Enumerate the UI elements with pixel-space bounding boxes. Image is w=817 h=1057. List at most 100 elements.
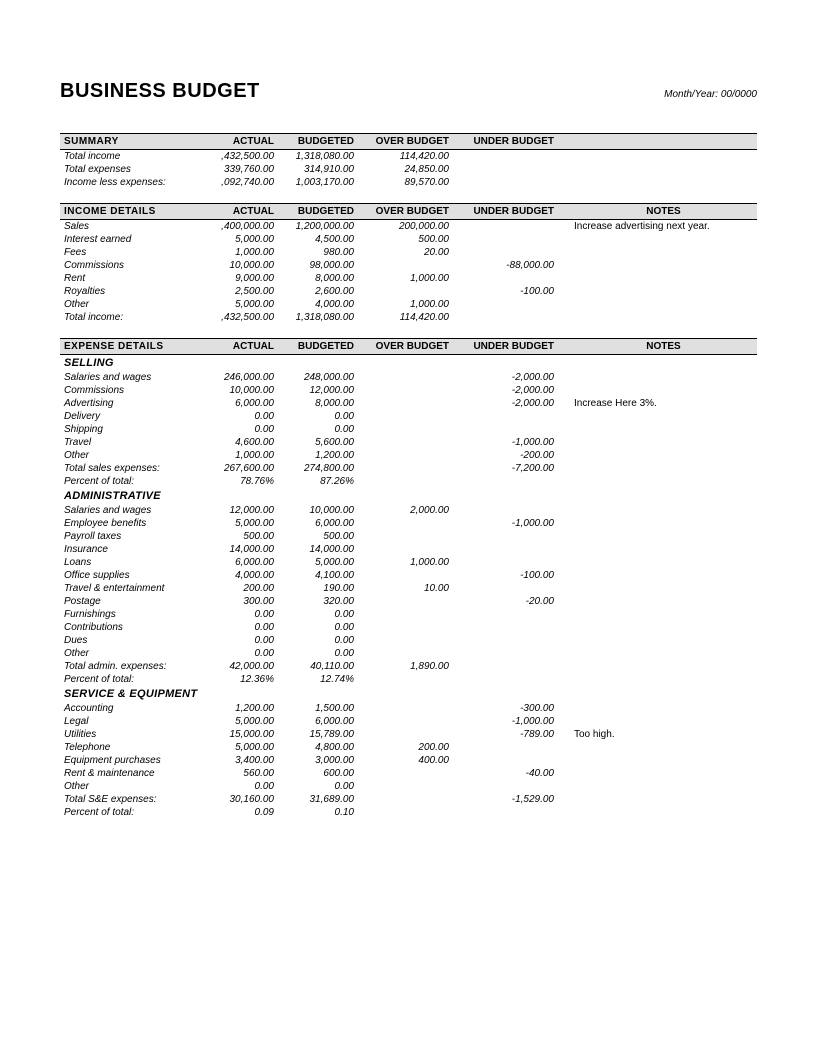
budgeted-cell: 1,318,080.00 bbox=[274, 151, 354, 162]
row-label: Accounting bbox=[64, 703, 194, 714]
row-label: Total admin. expenses: bbox=[64, 661, 194, 672]
row-label: Insurance bbox=[64, 544, 194, 555]
under-budget-cell bbox=[449, 476, 554, 487]
row-label: Furnishings bbox=[64, 609, 194, 620]
actual-cell: 12,000.00 bbox=[194, 505, 274, 516]
table-row: Total S&E expenses:30,160.0031,689.00-1,… bbox=[60, 793, 757, 806]
budgeted-cell: 600.00 bbox=[274, 768, 354, 779]
actual-cell: 246,000.00 bbox=[194, 372, 274, 383]
notes-cell bbox=[554, 247, 753, 258]
over-budget-cell: 400.00 bbox=[354, 755, 449, 766]
row-label: Equipment purchases bbox=[64, 755, 194, 766]
section-header: EXPENSE DETAILSACTUALBUDGETEDOVER BUDGET… bbox=[60, 338, 757, 355]
over-budget-cell bbox=[354, 424, 449, 435]
notes-cell bbox=[554, 794, 753, 805]
budgeted-cell: 5,600.00 bbox=[274, 437, 354, 448]
budgeted-cell: 12.74% bbox=[274, 674, 354, 685]
notes-cell bbox=[554, 234, 753, 245]
notes-cell bbox=[554, 450, 753, 461]
notes-cell bbox=[554, 742, 753, 753]
notes-cell bbox=[554, 518, 753, 529]
budgeted-cell: 980.00 bbox=[274, 247, 354, 258]
under-budget-cell bbox=[449, 661, 554, 672]
row-label: Total S&E expenses: bbox=[64, 794, 194, 805]
group-subheader: SELLING bbox=[60, 355, 757, 371]
row-label: Total income: bbox=[64, 312, 194, 323]
table-row: Dues0.000.00 bbox=[60, 634, 757, 647]
notes-cell bbox=[554, 424, 753, 435]
budgeted-cell: 12,000.00 bbox=[274, 385, 354, 396]
actual-cell: 6,000.00 bbox=[194, 557, 274, 568]
actual-cell: 560.00 bbox=[194, 768, 274, 779]
under-budget-cell bbox=[449, 234, 554, 245]
notes-cell bbox=[554, 164, 753, 175]
notes-cell bbox=[554, 312, 753, 323]
under-budget-cell bbox=[449, 312, 554, 323]
table-row: Legal5,000.006,000.00-1,000.00 bbox=[60, 715, 757, 728]
table-row: Employee benefits5,000.006,000.00-1,000.… bbox=[60, 517, 757, 530]
section-title: SUMMARY bbox=[64, 136, 194, 147]
budgeted-cell: 4,000.00 bbox=[274, 299, 354, 310]
under-budget-cell: -789.00 bbox=[449, 729, 554, 740]
actual-cell: 339,760.00 bbox=[194, 164, 274, 175]
notes-cell bbox=[554, 557, 753, 568]
budgeted-cell: 10,000.00 bbox=[274, 505, 354, 516]
under-budget-cell bbox=[449, 742, 554, 753]
over-budget-cell: 10.00 bbox=[354, 583, 449, 594]
table-row: Equipment purchases3,400.003,000.00400.0… bbox=[60, 754, 757, 767]
section: EXPENSE DETAILSACTUALBUDGETEDOVER BUDGET… bbox=[60, 338, 757, 819]
section-header: SUMMARYACTUALBUDGETEDOVER BUDGETUNDER BU… bbox=[60, 133, 757, 150]
over-budget-cell bbox=[354, 260, 449, 271]
under-budget-cell: -1,000.00 bbox=[449, 518, 554, 529]
budgeted-cell: 248,000.00 bbox=[274, 372, 354, 383]
over-budget-cell: 89,570.00 bbox=[354, 177, 449, 188]
over-budget-cell bbox=[354, 729, 449, 740]
actual-cell: 5,000.00 bbox=[194, 518, 274, 529]
budgeted-cell: 1,318,080.00 bbox=[274, 312, 354, 323]
budgeted-cell: 40,110.00 bbox=[274, 661, 354, 672]
actual-cell: 10,000.00 bbox=[194, 260, 274, 271]
actual-cell: 5,000.00 bbox=[194, 234, 274, 245]
notes-cell bbox=[554, 570, 753, 581]
notes-cell bbox=[554, 648, 753, 659]
budgeted-cell: 0.00 bbox=[274, 635, 354, 646]
over-budget-cell bbox=[354, 372, 449, 383]
budgeted-cell: 1,500.00 bbox=[274, 703, 354, 714]
actual-cell: 6,000.00 bbox=[194, 398, 274, 409]
col-over-budget: OVER BUDGET bbox=[354, 341, 449, 352]
budgeted-cell: 6,000.00 bbox=[274, 716, 354, 727]
table-row: Total income:,432,500.001,318,080.00114,… bbox=[60, 311, 757, 324]
over-budget-cell bbox=[354, 807, 449, 818]
budgeted-cell: 0.00 bbox=[274, 411, 354, 422]
notes-cell: Increase Here 3%. bbox=[554, 398, 753, 409]
over-budget-cell bbox=[354, 476, 449, 487]
table-row: Shipping0.000.00 bbox=[60, 423, 757, 436]
section-title: EXPENSE DETAILS bbox=[64, 341, 194, 352]
over-budget-cell: 200,000.00 bbox=[354, 221, 449, 232]
budgeted-cell: 314,910.00 bbox=[274, 164, 354, 175]
table-row: Travel4,600.005,600.00-1,000.00 bbox=[60, 436, 757, 449]
over-budget-cell bbox=[354, 286, 449, 297]
col-notes: NOTES bbox=[554, 341, 753, 352]
budgeted-cell: 1,003,170.00 bbox=[274, 177, 354, 188]
actual-cell: 15,000.00 bbox=[194, 729, 274, 740]
table-row: Royalties2,500.002,600.00-100.00 bbox=[60, 285, 757, 298]
under-budget-cell: -88,000.00 bbox=[449, 260, 554, 271]
under-budget-cell bbox=[449, 505, 554, 516]
budgeted-cell: 87.26% bbox=[274, 476, 354, 487]
month-year-label: Month/Year: 00/0000 bbox=[664, 89, 757, 100]
over-budget-cell: 1,890.00 bbox=[354, 661, 449, 672]
over-budget-cell bbox=[354, 398, 449, 409]
over-budget-cell bbox=[354, 531, 449, 542]
notes-cell bbox=[554, 716, 753, 727]
notes-cell bbox=[554, 674, 753, 685]
actual-cell: 267,600.00 bbox=[194, 463, 274, 474]
actual-cell: 2,500.00 bbox=[194, 286, 274, 297]
row-label: Office supplies bbox=[64, 570, 194, 581]
actual-cell: 4,000.00 bbox=[194, 570, 274, 581]
actual-cell: ,092,740.00 bbox=[194, 177, 274, 188]
over-budget-cell: 114,420.00 bbox=[354, 151, 449, 162]
notes-cell bbox=[554, 781, 753, 792]
over-budget-cell bbox=[354, 716, 449, 727]
actual-cell: 0.00 bbox=[194, 781, 274, 792]
